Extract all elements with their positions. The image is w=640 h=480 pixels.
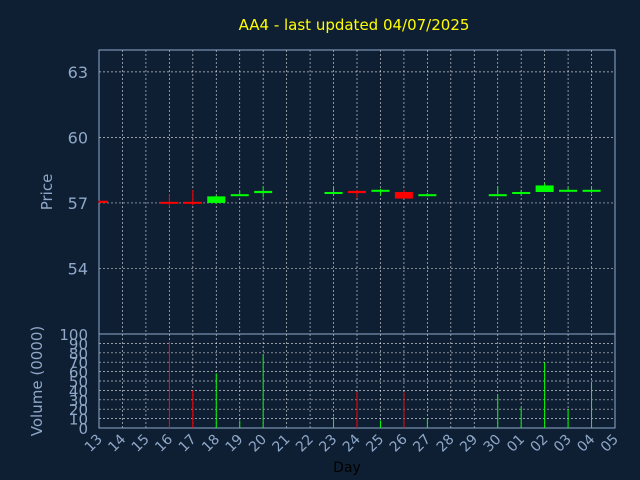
price-tick-label: 54 [68, 259, 88, 278]
volume-tick-label: 40 [69, 382, 88, 400]
x-tick-label: 19 [223, 432, 247, 456]
volume-tick-label: 30 [69, 392, 88, 410]
candle-body [99, 200, 108, 203]
x-tick-label: 17 [176, 432, 200, 456]
x-tick-label: 15 [129, 432, 153, 456]
volume-tick-label: 60 [69, 364, 88, 382]
candle-body [160, 201, 179, 204]
price-tick-label: 57 [68, 194, 88, 213]
volume-tick-label: 70 [69, 354, 88, 372]
chart-title: AA4 - last updated 04/07/2025 [239, 16, 470, 34]
candle-body [488, 194, 507, 197]
candle-body [582, 189, 601, 192]
x-tick-label: 29 [457, 432, 481, 456]
x-tick-label: 03 [551, 432, 575, 456]
volume-tick-label: 100 [59, 326, 88, 344]
volume-tick-label: 10 [69, 411, 88, 429]
x-tick-label: 24 [340, 431, 364, 455]
candle-body [512, 192, 531, 194]
candle-body [394, 192, 413, 199]
x-tick-label: 05 [598, 432, 622, 456]
candle-body [254, 190, 273, 194]
x-tick-label: 20 [246, 432, 270, 456]
x-tick-label: 30 [481, 432, 505, 456]
price-tick-label: 60 [68, 128, 88, 147]
price-axis-label: Price [38, 174, 56, 211]
candle-body [183, 201, 202, 204]
volume-tick-label: 50 [69, 373, 88, 391]
x-tick-label: 18 [199, 432, 223, 456]
x-tick-label: 25 [363, 432, 387, 456]
volume-tick-label: 20 [69, 401, 88, 419]
volume-tick-label: 80 [69, 345, 88, 363]
price-tick-label: 63 [68, 63, 88, 82]
x-tick-label: 27 [410, 432, 434, 456]
x-axis-label: Day [333, 460, 361, 476]
candle-body [535, 185, 554, 192]
x-tick-label: 02 [528, 432, 552, 456]
volume-tick-label: 90 [69, 335, 88, 353]
x-tick-label: 28 [434, 432, 458, 456]
x-tick-label: 04 [574, 431, 598, 455]
candle-body [348, 190, 366, 194]
x-tick-label: 26 [387, 431, 411, 455]
x-tick-label: 23 [316, 432, 340, 456]
candle-body [324, 192, 343, 194]
x-tick-label: 21 [270, 432, 294, 456]
x-tick-label: 22 [293, 432, 317, 456]
x-tick-label: 14 [105, 431, 129, 455]
candle-body [559, 189, 578, 192]
candle-body [230, 194, 249, 197]
x-tick-label: 16 [152, 431, 176, 455]
candle-body [207, 196, 226, 203]
volume-tick-label: 0 [78, 420, 88, 438]
candle-body [371, 189, 390, 192]
candle-body [418, 194, 437, 197]
volume-axis-label: Volume (0000) [28, 326, 46, 436]
x-tick-label: 01 [504, 432, 528, 456]
